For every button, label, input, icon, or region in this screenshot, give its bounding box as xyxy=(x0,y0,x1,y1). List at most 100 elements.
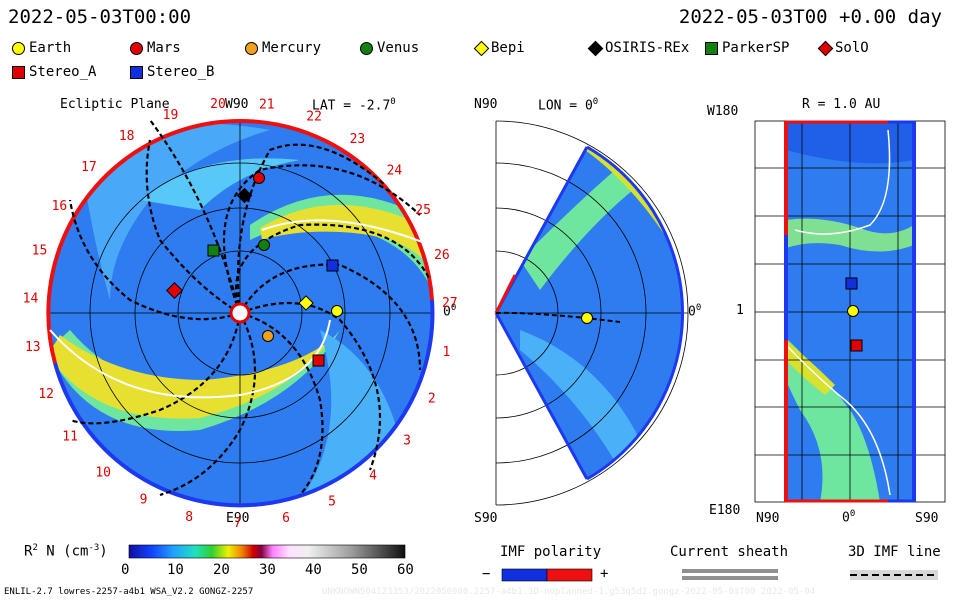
square-icon xyxy=(705,41,718,55)
carrington-label: 5 xyxy=(328,495,336,510)
square-icon xyxy=(130,65,143,79)
carrington-label: 25 xyxy=(415,203,431,218)
square-icon xyxy=(12,65,25,79)
colorbar-tick: 10 xyxy=(167,562,184,578)
ecliptic-top-label: W90 xyxy=(225,97,249,112)
colorbar-tick: 50 xyxy=(351,562,368,578)
legend-label: Mars xyxy=(147,40,181,56)
current-sheath-label: Current sheath xyxy=(670,544,789,560)
carrington-label: 14 xyxy=(23,291,39,306)
density-band xyxy=(520,330,640,470)
carrington-label: 6 xyxy=(282,511,290,526)
legend-label: Stereo_B xyxy=(147,64,215,80)
meridional-bottom-label: S90 xyxy=(474,511,498,526)
radius-mid-left: 1 xyxy=(736,303,744,318)
radius-bottom-left: E180 xyxy=(709,503,741,518)
imf-edge-negative xyxy=(494,274,517,314)
cb-sup: 2 xyxy=(32,543,38,553)
density-band xyxy=(48,335,330,419)
earth-marker xyxy=(331,305,343,317)
ecliptic-plot: 20 21222324252627123456789101112131415161… xyxy=(23,97,458,531)
meridional-top-label: N90 xyxy=(474,97,498,112)
density-band xyxy=(140,158,300,210)
osiris-rex-marker xyxy=(236,187,253,204)
carrington-label: 3 xyxy=(403,433,411,448)
density-band xyxy=(260,204,428,265)
density-band xyxy=(80,123,270,300)
cb-rest: N (cm xyxy=(37,543,89,560)
carrington-label: 20 xyxy=(210,97,226,112)
legend-venus: Venus xyxy=(360,40,419,56)
legend-label: OSIRIS-REx xyxy=(605,40,690,56)
carrington-label: 27 xyxy=(442,296,458,311)
current-sheath-sample xyxy=(682,576,778,580)
current-sheath-sample xyxy=(682,569,778,573)
imf-rim-negative xyxy=(46,119,241,364)
circle-icon xyxy=(360,41,373,55)
imf-line xyxy=(495,311,621,323)
meridional-right-label: 00 xyxy=(688,303,701,319)
legend-parker: ParkerSP xyxy=(705,40,789,56)
carrington-label: 21 xyxy=(259,98,275,113)
stereo-b-marker xyxy=(845,277,858,290)
imf-polarity-positive xyxy=(546,568,593,582)
bepi-marker xyxy=(298,295,314,311)
carrington-label: 10 xyxy=(95,465,111,480)
circle-icon xyxy=(12,41,25,55)
cb-end: ) xyxy=(99,543,108,560)
density-band xyxy=(585,147,683,260)
meridional-plot xyxy=(494,120,689,506)
colorbar-tick: 0 xyxy=(121,562,130,578)
imf-rim-negative xyxy=(239,118,434,301)
venus-marker xyxy=(258,239,270,251)
lon-text: LON = 0 xyxy=(538,98,593,114)
cb-r: R xyxy=(24,543,33,560)
legend-osiris: OSIRIS-REx xyxy=(587,40,690,56)
imf-rim-positive xyxy=(53,299,435,508)
carrington-label: 2 xyxy=(428,391,436,406)
imf-lines xyxy=(68,119,431,497)
stereo-a-marker xyxy=(850,339,863,352)
legend-label: SolO xyxy=(835,40,869,56)
carrington-label: 16 xyxy=(52,199,68,214)
degree-sup: 0 xyxy=(390,97,396,107)
circle-icon xyxy=(245,41,258,55)
ecliptic-bottom-label: E90 xyxy=(226,511,250,526)
right-text: 0 xyxy=(443,304,451,320)
legend-label: ParkerSP xyxy=(722,40,790,56)
solo-marker xyxy=(166,282,183,299)
colorbar xyxy=(128,544,406,559)
carrington-label: 1 xyxy=(442,345,450,360)
radius-plot xyxy=(754,120,946,503)
radius-x-right: S90 xyxy=(915,511,939,526)
footer-right: UNKNOWN504123353/2022050900.2257-a4b1.3D… xyxy=(322,587,816,597)
colorbar-tick: 30 xyxy=(259,562,276,578)
stereo-a-marker xyxy=(312,354,325,367)
legend-solo: SolO xyxy=(817,40,869,56)
mercury-marker xyxy=(262,330,274,342)
radius-top-left: W180 xyxy=(707,104,739,119)
carrington-label: 11 xyxy=(62,429,78,444)
imf-minus: − xyxy=(482,566,491,582)
legend-label: Stereo_A xyxy=(29,64,97,80)
colorbar-tick: 20 xyxy=(213,562,230,578)
legend-stereo-b: Stereo_B xyxy=(130,64,214,80)
carrington-label: 7 xyxy=(234,516,242,531)
carrington-label: 4 xyxy=(369,468,377,483)
parker-marker xyxy=(207,244,220,257)
imf-polarity-label: IMF polarity xyxy=(500,544,602,560)
degree-sup: 0 xyxy=(695,303,702,313)
imf-edge xyxy=(494,312,589,480)
time-left: 2022-05-03T00:00 xyxy=(8,6,192,28)
degree-sup: 0 xyxy=(592,97,599,107)
carrington-label: 26 xyxy=(434,248,450,263)
meridional-lon-label: LON = 00 xyxy=(538,97,598,113)
ecliptic-right-label: 00 xyxy=(443,303,456,319)
imf-edge xyxy=(586,145,684,481)
radius-x-mid: 00 xyxy=(842,509,855,525)
earth-marker xyxy=(581,312,593,324)
legend-label: Earth xyxy=(29,40,72,56)
carrington-label: 12 xyxy=(38,387,54,402)
colorbar-tick: 60 xyxy=(397,562,414,578)
